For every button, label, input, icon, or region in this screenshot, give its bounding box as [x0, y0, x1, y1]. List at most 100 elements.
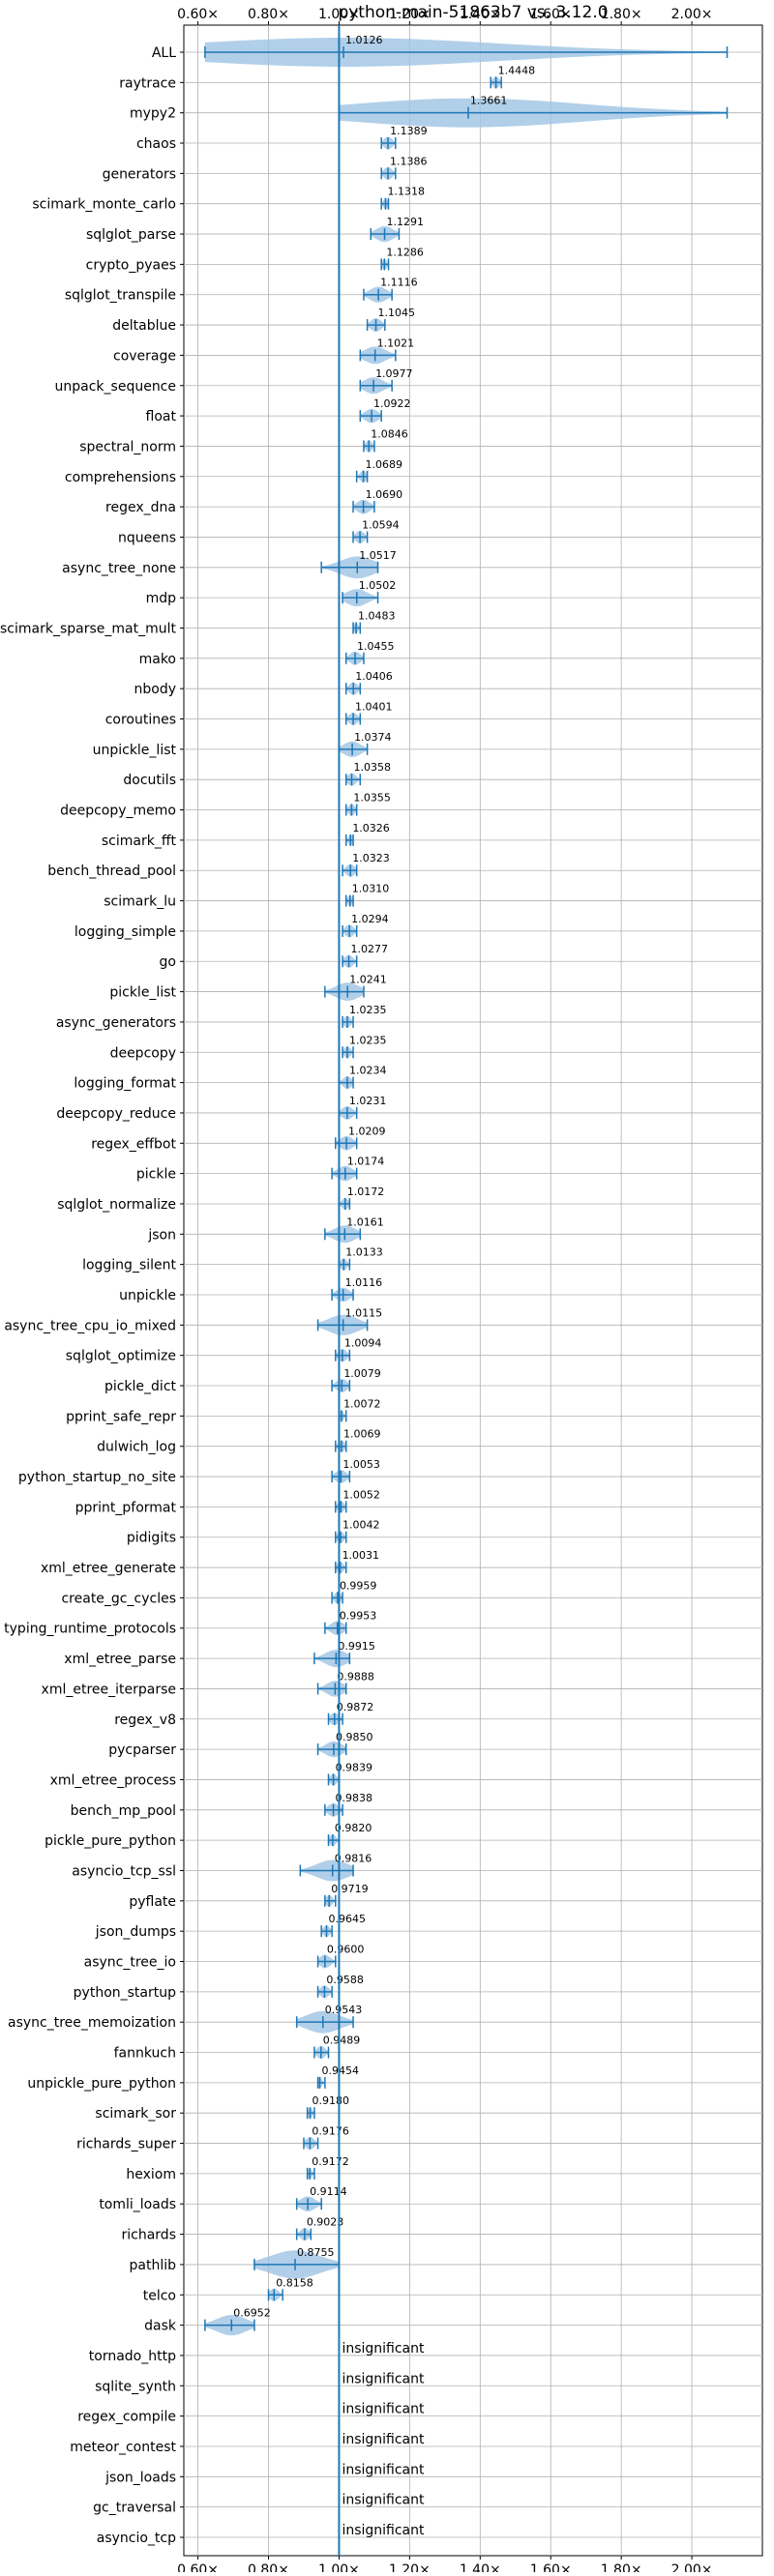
value-label: 1.1318	[387, 186, 425, 198]
value-label: 0.8755	[297, 2246, 335, 2259]
benchmark-label: coverage	[113, 348, 176, 364]
value-label: 0.9543	[325, 2004, 363, 2016]
benchmark-label: scimark_sparse_mat_mult	[0, 621, 176, 636]
value-label: 1.0235	[349, 1004, 387, 1016]
value-label: 0.9816	[335, 1852, 372, 1864]
benchmark-label: ALL	[152, 45, 176, 61]
benchmark-label: sqlglot_normalize	[57, 1197, 176, 1213]
benchmark-label: dulwich_log	[97, 1440, 176, 1455]
value-label: 1.0483	[358, 609, 396, 622]
benchmark-label: async_generators	[56, 1015, 176, 1031]
plot-frame	[183, 24, 763, 2557]
insignificant-label: insignificant	[342, 2523, 425, 2538]
benchmark-label: unpack_sequence	[55, 379, 176, 395]
x-tick-label-top: 0.60×	[177, 7, 219, 22]
value-label: 1.0209	[348, 1125, 386, 1137]
value-label: 1.0310	[352, 883, 390, 895]
benchmark-label: deepcopy_memo	[60, 804, 176, 819]
benchmark-label: typing_runtime_protocols	[4, 1622, 176, 1637]
benchmark-label: hexiom	[126, 2167, 176, 2182]
benchmark-label: sqlglot_optimize	[66, 1349, 176, 1364]
benchmark-label: scimark_sor	[95, 2106, 176, 2122]
benchmark-label: sqlglot_parse	[86, 227, 176, 243]
benchmark-label: pathlib	[130, 2258, 177, 2273]
value-label: 1.0052	[342, 1488, 380, 1501]
value-label: 1.0690	[366, 488, 403, 501]
value-label: 1.3661	[470, 95, 508, 107]
benchmark-label: mypy2	[130, 106, 176, 122]
x-tick-label-bottom: 1.00×	[318, 2562, 360, 2572]
benchmark-label: pycparser	[108, 1742, 176, 1758]
benchmark-label: regex_compile	[77, 2410, 176, 2425]
value-label: 0.9820	[335, 1822, 372, 1834]
benchmark-label: mako	[139, 652, 176, 667]
value-label: 1.0079	[343, 1367, 381, 1380]
value-label: 0.9172	[312, 2155, 349, 2168]
value-label: 1.0846	[371, 427, 408, 440]
benchmark-label: python_startup	[74, 1985, 176, 2001]
benchmark-label: scimark_fft	[102, 834, 177, 849]
benchmark-label: generators	[103, 166, 176, 182]
benchmark-label: nqueens	[118, 530, 176, 545]
value-label: 0.9588	[326, 1974, 364, 1986]
value-label: 1.4448	[498, 64, 536, 76]
benchmark-label: logging_format	[74, 1076, 176, 1092]
benchmark-label: async_tree_none	[62, 561, 176, 576]
value-label: 1.0517	[359, 549, 397, 562]
benchmark-label: telco	[143, 2288, 176, 2303]
x-tick-label-top: 1.00×	[318, 7, 360, 22]
value-label: 1.0358	[353, 761, 391, 774]
benchmark-label: gc_traversal	[93, 2501, 176, 2516]
value-label: 1.0502	[359, 579, 397, 592]
benchmark-label: deepcopy_reduce	[56, 1106, 176, 1122]
value-label: 0.9839	[336, 1761, 373, 1773]
benchmark-label: sqlglot_transpile	[65, 288, 176, 304]
benchmark-label: pickle_pure_python	[45, 1833, 176, 1849]
value-label: 0.9953	[340, 1610, 377, 1623]
value-label: 0.9454	[322, 2064, 360, 2077]
value-label: 1.1389	[390, 125, 428, 137]
benchmark-label: fannkuch	[114, 2046, 176, 2062]
benchmark-label: docutils	[123, 773, 176, 788]
value-label: 1.0231	[349, 1095, 387, 1107]
value-label: 1.1045	[378, 307, 416, 319]
value-label: 1.0294	[351, 913, 389, 925]
benchmark-label: chaos	[136, 136, 176, 152]
x-tick-label-bottom: 2.00×	[671, 2562, 713, 2572]
value-label: 1.0094	[344, 1337, 382, 1350]
insignificant-label: insignificant	[342, 2371, 425, 2386]
benchmark-label: pprint_pformat	[75, 1500, 177, 1515]
benchmark-label: xml_etree_generate	[41, 1561, 176, 1576]
value-label: 0.9872	[337, 1701, 374, 1713]
benchmark-label: asyncio_tcp_ssl	[72, 1863, 176, 1879]
x-tick-label-top: 2.00×	[671, 7, 713, 22]
benchmark-label: async_tree_memoization	[8, 2015, 176, 2031]
insignificant-label: insignificant	[342, 2341, 425, 2356]
benchmark-label: pyflate	[129, 1894, 176, 1910]
value-label: 0.9489	[323, 2034, 361, 2047]
x-tick-label-top: 1.80×	[601, 7, 642, 22]
value-label: 0.9645	[328, 1913, 366, 1925]
benchmark-label: mdp	[146, 591, 177, 606]
value-label: 1.0355	[353, 792, 391, 805]
value-label: 1.0922	[373, 397, 411, 410]
value-label: 1.0455	[357, 640, 395, 653]
value-label: 1.0053	[342, 1458, 380, 1471]
x-tick-label-top: 0.80×	[248, 7, 289, 22]
value-label: 1.0277	[351, 943, 389, 955]
benchmark-label: xml_etree_process	[50, 1772, 176, 1788]
benchmark-label: sqlite_synth	[95, 2379, 176, 2394]
value-label: 0.6952	[233, 2307, 270, 2320]
benchmark-label: tornado_http	[89, 2349, 176, 2364]
value-label: 1.0594	[362, 518, 400, 531]
benchmark-label: pickle_dict	[104, 1379, 177, 1394]
benchmark-label: regex_effbot	[91, 1136, 176, 1152]
benchmark-label: unpickle	[119, 1288, 176, 1303]
value-label: 1.0406	[355, 670, 393, 683]
benchmark-label: python_startup_no_site	[18, 1470, 176, 1485]
benchmark-label: nbody	[134, 682, 177, 697]
value-label: 0.9959	[340, 1579, 377, 1592]
benchmark-label: pickle_list	[109, 985, 176, 1001]
value-label: 0.9915	[338, 1640, 375, 1653]
value-label: 1.0172	[347, 1186, 385, 1198]
